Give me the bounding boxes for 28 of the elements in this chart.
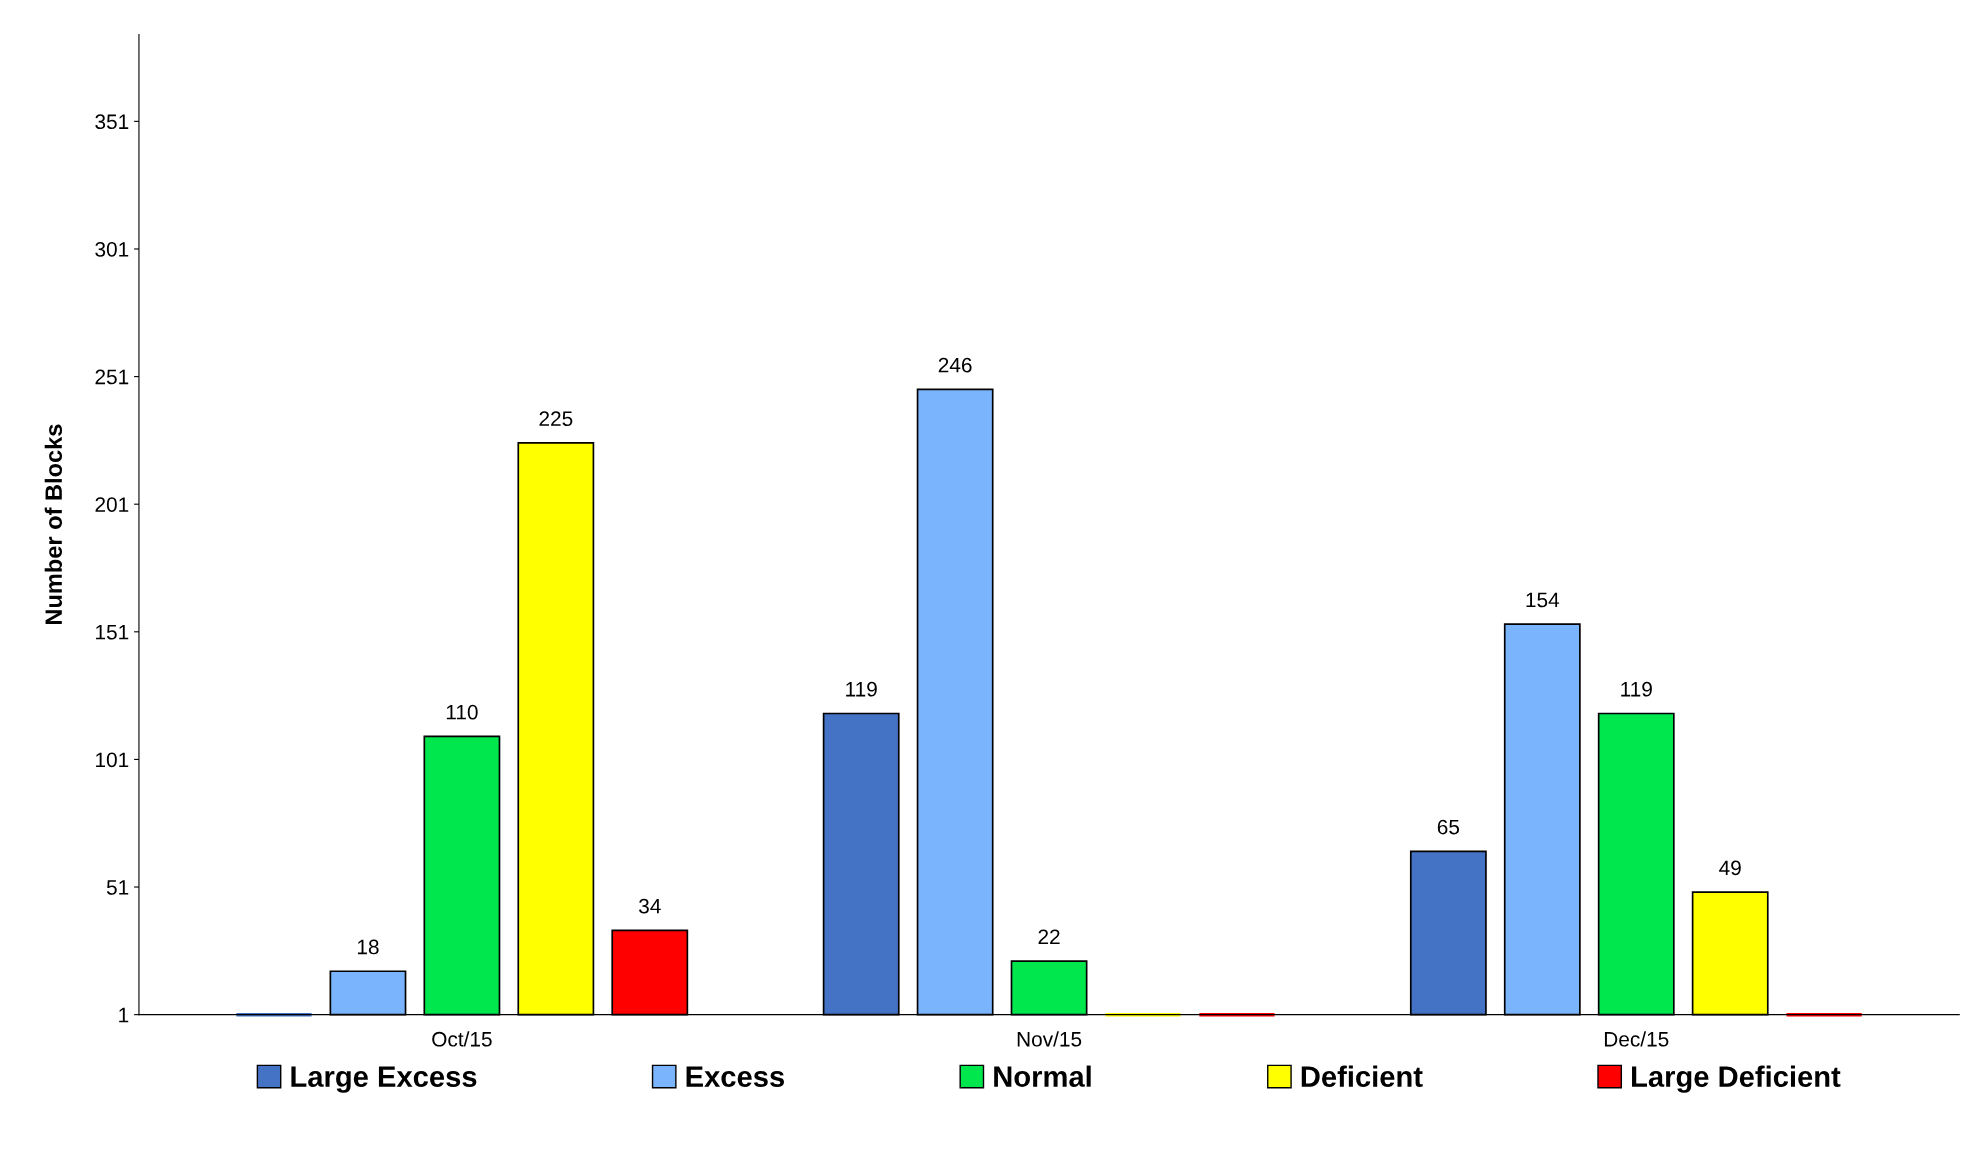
y-tick-label: 301 — [95, 241, 129, 257]
data-label: 246 — [938, 357, 972, 373]
legend-label: Large Deficient — [1632, 1065, 1841, 1093]
data-label: 34 — [639, 898, 661, 914]
y-tick-label: 51 — [106, 880, 129, 895]
data-label: 49 — [1719, 860, 1741, 876]
y-tick-label: 151 — [96, 625, 129, 640]
y-tick-label: 101 — [96, 752, 129, 768]
y-axis-title: Number of Blocks — [44, 424, 63, 625]
y-tick-label: 351 — [95, 114, 129, 130]
legend-label: Excess — [686, 1066, 784, 1087]
data-label: 119 — [846, 681, 877, 697]
data-label: 18 — [357, 939, 379, 955]
legend-label: Deficient — [1301, 1065, 1423, 1087]
data-label: 225 — [539, 411, 573, 427]
data-label: 154 — [1526, 592, 1560, 608]
y-tick-label: 1 — [119, 1007, 129, 1023]
y-tick-label: 201 — [95, 497, 129, 512]
legend-label: Normal — [994, 1065, 1091, 1087]
x-tick-label: Oct/15 — [432, 1031, 492, 1047]
legend-label: Large Excess — [291, 1066, 477, 1093]
data-label: 110 — [446, 704, 478, 720]
x-tick-label: Dec/15 — [1604, 1031, 1669, 1047]
y-tick-label: 251 — [95, 369, 129, 385]
data-label: 119 — [1621, 681, 1652, 697]
data-label: 22 — [1038, 929, 1060, 944]
x-tick-label: Nov/15 — [1017, 1031, 1082, 1047]
data-label: 65 — [1437, 819, 1460, 835]
